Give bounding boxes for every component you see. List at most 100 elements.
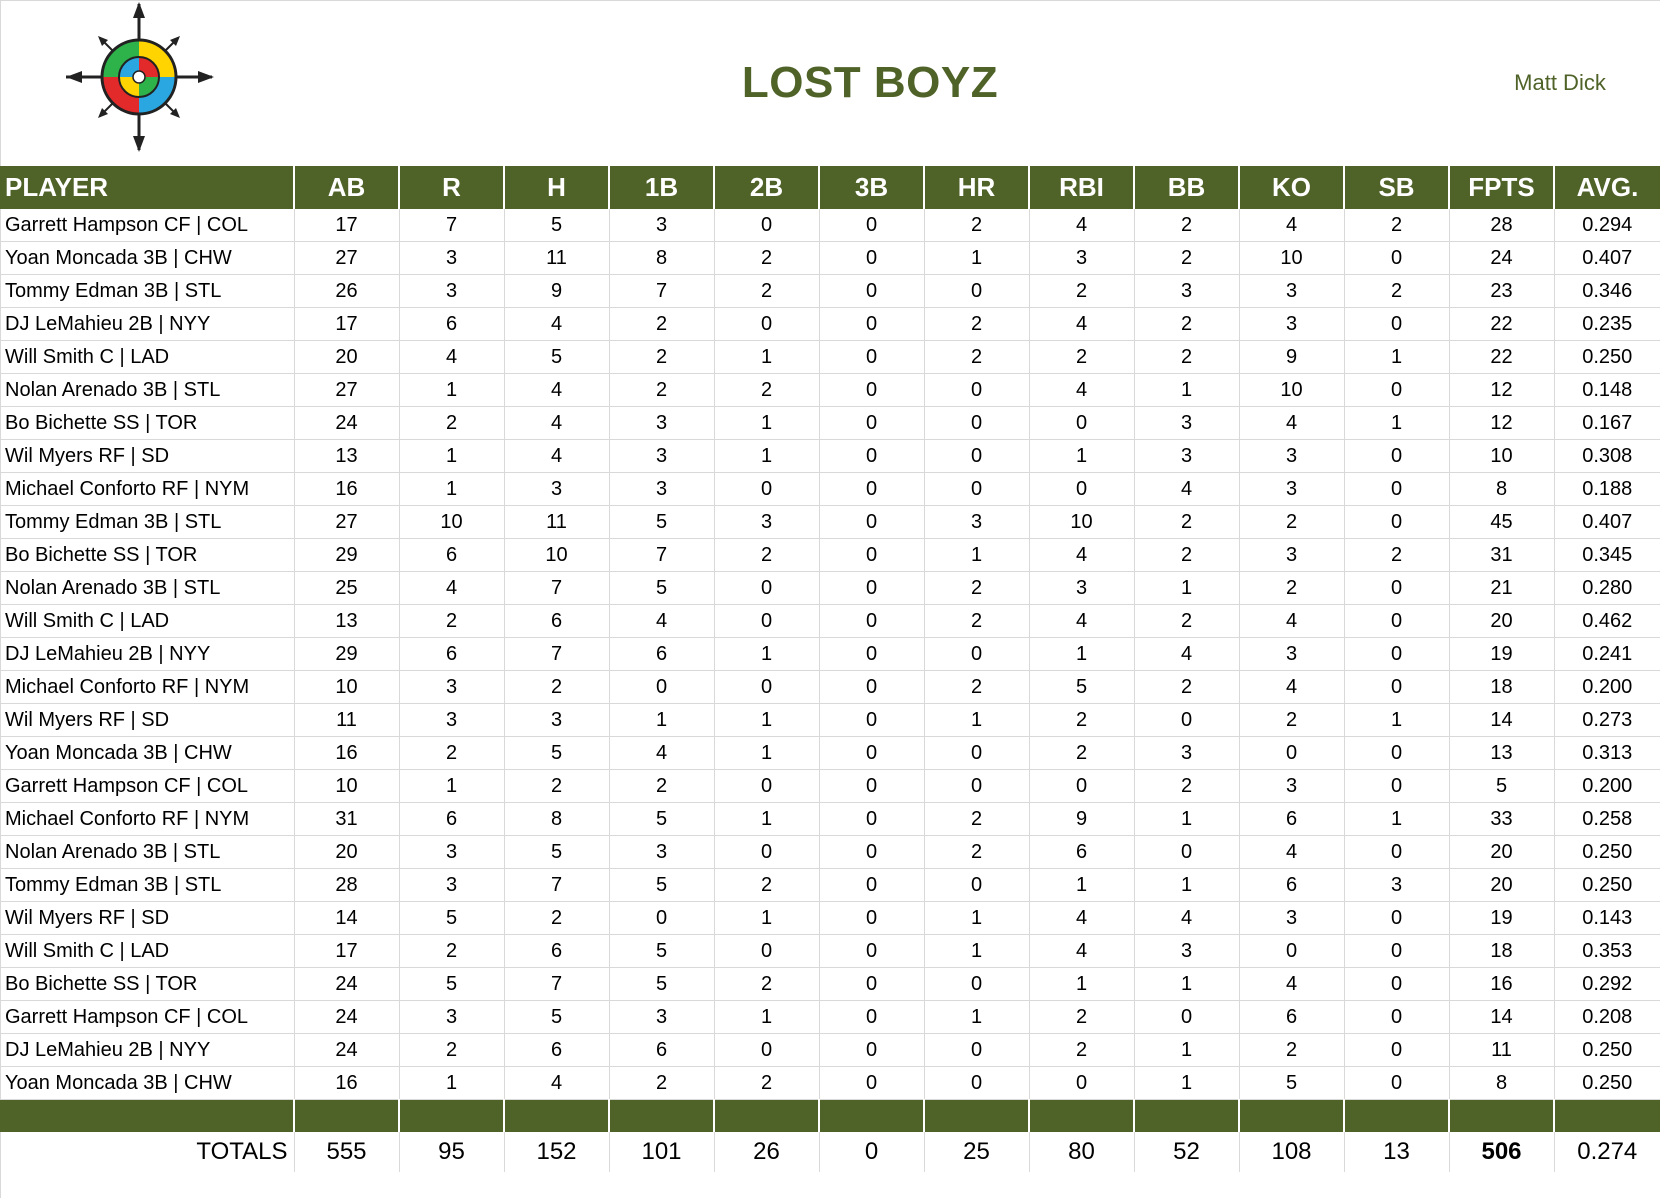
stat-cell: 8: [1449, 1066, 1555, 1100]
spacer-row: [0, 1099, 1660, 1132]
stat-cell: 1: [609, 703, 715, 737]
stat-cell: 0.353: [1554, 934, 1660, 968]
stat-cell: 2: [1134, 209, 1240, 242]
stat-cell: 0: [1344, 472, 1450, 506]
totals-cell: 13: [1344, 1132, 1450, 1172]
stat-cell: 0: [924, 406, 1030, 440]
spacer-cell: [1029, 1099, 1135, 1132]
player-name-cell: Will Smith C | LAD: [0, 934, 295, 968]
stat-cell: 4: [504, 373, 610, 407]
totals-cell: 0: [819, 1132, 925, 1172]
player-name-cell: Nolan Arenado 3B | STL: [0, 835, 295, 869]
stat-cell: 2: [1134, 604, 1240, 638]
column-header-rbi: RBI: [1029, 166, 1135, 209]
totals-cell: 52: [1134, 1132, 1240, 1172]
stat-cell: 0: [1344, 1033, 1450, 1067]
stat-cell: 14: [1449, 703, 1555, 737]
stat-cell: 3: [714, 505, 820, 539]
stat-cell: 21: [1449, 571, 1555, 605]
table-row: Bo Bichette SS | TOR 29 6 10 7 2 0 1 4 2 3 2 31 0.345: [0, 538, 1660, 572]
stat-cell: 6: [609, 637, 715, 671]
stat-cell: 0: [1029, 1066, 1135, 1100]
stat-cell: 6: [609, 1033, 715, 1067]
column-header-ab: AB: [294, 166, 400, 209]
stat-cell: 24: [294, 1000, 400, 1034]
stat-cell: 3: [1239, 769, 1345, 803]
stat-cell: 3: [504, 472, 610, 506]
player-name-cell: Wil Myers RF | SD: [0, 703, 295, 737]
stat-cell: 4: [1239, 406, 1345, 440]
player-name-cell: Will Smith C | LAD: [0, 340, 295, 374]
stat-cell: 2: [924, 209, 1030, 242]
stat-cell: 0.308: [1554, 439, 1660, 473]
stat-cell: 0: [819, 901, 925, 935]
stat-cell: 2: [924, 571, 1030, 605]
stat-cell: 6: [399, 802, 505, 836]
player-name-cell: Bo Bichette SS | TOR: [0, 406, 295, 440]
stat-cell: 11: [504, 241, 610, 275]
stat-cell: 0: [819, 868, 925, 902]
player-name-cell: DJ LeMahieu 2B | NYY: [0, 637, 295, 671]
stat-cell: 0.208: [1554, 1000, 1660, 1034]
stat-cell: 0: [819, 209, 925, 242]
stat-cell: 10: [399, 505, 505, 539]
stat-cell: 3: [609, 472, 715, 506]
stat-cell: 9: [1239, 340, 1345, 374]
stat-cell: 1: [1029, 439, 1135, 473]
stat-cell: 9: [504, 274, 610, 308]
totals-cell: 95: [399, 1132, 505, 1172]
stat-cell: 0: [1344, 307, 1450, 341]
stat-cell: 3: [1134, 406, 1240, 440]
stat-cell: 2: [1344, 538, 1450, 572]
stat-cell: 4: [1134, 637, 1240, 671]
stat-cell: 3: [1029, 241, 1135, 275]
table-row: Nolan Arenado 3B | STL 20 3 5 3 0 0 2 6 0 4 0 20 0.25…: [0, 835, 1660, 869]
stat-cell: 0: [1344, 373, 1450, 407]
stat-cell: 0: [1239, 736, 1345, 770]
totals-cell: 26: [714, 1132, 820, 1172]
table-row: Michael Conforto RF | NYM 10 3 2 0 0 0 2 5 2 4 0 18 0…: [0, 670, 1660, 704]
stat-cell: 4: [399, 571, 505, 605]
stat-cell: 7: [504, 571, 610, 605]
player-name-cell: Tommy Edman 3B | STL: [0, 274, 295, 308]
stat-cell: 20: [294, 835, 400, 869]
stat-cell: 0: [924, 868, 1030, 902]
stat-cell: 10: [1239, 373, 1345, 407]
stat-cell: 2: [1134, 670, 1240, 704]
stat-cell: 0: [1239, 934, 1345, 968]
stat-cell: 10: [294, 769, 400, 803]
stat-cell: 20: [294, 340, 400, 374]
stat-cell: 2: [1134, 538, 1240, 572]
table-row: Will Smith C | LAD 20 4 5 2 1 0 2 2 2 9 1 22 0.250: [0, 340, 1660, 374]
stat-cell: 2: [609, 769, 715, 803]
stat-cell: 0.407: [1554, 241, 1660, 275]
stat-cell: 0: [714, 934, 820, 968]
stat-cell: 11: [294, 703, 400, 737]
stat-cell: 27: [294, 241, 400, 275]
player-name-cell: Yoan Moncada 3B | CHW: [0, 1066, 295, 1100]
stat-cell: 20: [1449, 868, 1555, 902]
player-name-cell: DJ LeMahieu 2B | NYY: [0, 1033, 295, 1067]
stat-cell: 0.280: [1554, 571, 1660, 605]
stat-cell: 2: [504, 769, 610, 803]
stat-cell: 4: [504, 1066, 610, 1100]
stat-cell: 17: [294, 209, 400, 242]
totals-cell: 101: [609, 1132, 715, 1172]
stat-cell: 0.241: [1554, 637, 1660, 671]
stat-cell: 4: [1029, 307, 1135, 341]
stat-cell: 2: [1029, 736, 1135, 770]
stat-cell: 0: [819, 439, 925, 473]
spacer-cell: [819, 1099, 925, 1132]
stat-cell: 1: [924, 934, 1030, 968]
stat-cell: 0.292: [1554, 967, 1660, 1001]
stat-cell: 0: [924, 1033, 1030, 1067]
stat-cell: 16: [1449, 967, 1555, 1001]
stat-cell: 2: [1134, 505, 1240, 539]
stat-cell: 0: [819, 1066, 925, 1100]
stat-cell: 23: [1449, 274, 1555, 308]
stat-cell: 5: [504, 209, 610, 242]
stat-cell: 2: [924, 340, 1030, 374]
stat-cell: 0: [819, 934, 925, 968]
stat-cell: 3: [399, 1000, 505, 1034]
